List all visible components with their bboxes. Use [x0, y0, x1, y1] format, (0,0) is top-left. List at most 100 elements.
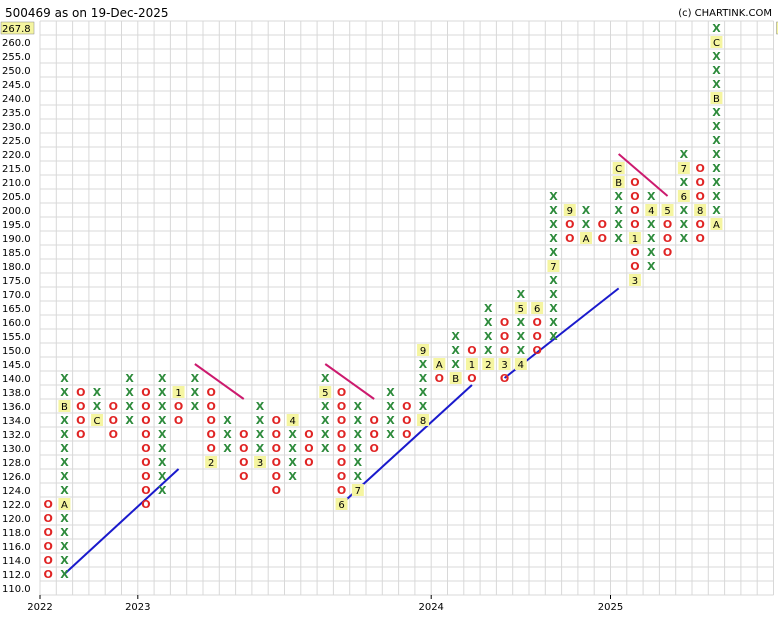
y-tick-label: 112.0 — [2, 570, 31, 581]
month-marker: 5 — [664, 206, 670, 217]
month-marker: 1 — [632, 234, 638, 245]
o-box: O — [141, 428, 150, 441]
o-box: O — [337, 442, 346, 455]
x-tick-label: 2024 — [418, 602, 443, 613]
o-box: O — [467, 344, 476, 357]
month-marker: C — [713, 38, 720, 49]
x-box: X — [93, 386, 102, 399]
x-box: X — [60, 372, 69, 385]
x-box: X — [712, 22, 721, 35]
y-tick-label: 220.0 — [2, 150, 31, 161]
y-tick-label: 195.0 — [2, 220, 31, 231]
last-price-box — [776, 21, 778, 35]
x-box: X — [582, 218, 591, 231]
y-tick-label: 170.0 — [2, 290, 31, 301]
y-tick-label: 215.0 — [2, 164, 31, 175]
month-marker-box — [433, 358, 446, 370]
y-tick-label: 116.0 — [2, 542, 31, 553]
o-box: O — [337, 428, 346, 441]
o-box: O — [141, 414, 150, 427]
y-tick-label: 260.0 — [2, 38, 31, 49]
o-box: O — [369, 442, 378, 455]
x-box: X — [256, 400, 265, 413]
month-marker-box — [319, 386, 332, 398]
x-box: X — [712, 64, 721, 77]
o-box: O — [337, 400, 346, 413]
o-box: O — [272, 414, 281, 427]
x-box: X — [93, 400, 102, 413]
month-marker: C — [94, 416, 101, 427]
o-box: O — [663, 232, 672, 245]
o-box: O — [630, 204, 639, 217]
o-box: O — [695, 232, 704, 245]
o-box: O — [500, 330, 509, 343]
o-box: O — [598, 218, 607, 231]
o-box: O — [239, 470, 248, 483]
x-box: X — [549, 274, 558, 287]
month-marker-box — [417, 414, 430, 426]
x-box: X — [125, 400, 134, 413]
o-box: O — [174, 400, 183, 413]
month-marker-box — [661, 204, 674, 216]
x-box: X — [484, 316, 493, 329]
month-marker-box — [580, 232, 593, 244]
y-tick-label: 245.0 — [2, 80, 31, 91]
month-marker: 3 — [257, 458, 263, 469]
y-tick-label: 160.0 — [2, 318, 31, 329]
o-box: O — [337, 386, 346, 399]
month-marker: 6 — [681, 192, 687, 203]
y-tick-label: 150.0 — [2, 346, 31, 357]
x-box: X — [419, 358, 428, 371]
x-box: X — [549, 302, 558, 315]
month-marker-box — [514, 358, 527, 370]
x-box: X — [614, 232, 623, 245]
month-marker: 2 — [208, 458, 214, 469]
month-marker: 1 — [469, 360, 475, 371]
x-box: X — [321, 372, 330, 385]
y-tick-label: 120.0 — [2, 514, 31, 525]
y-tick-label: 165.0 — [2, 304, 31, 315]
x-box: X — [158, 428, 167, 441]
o-box: O — [369, 428, 378, 441]
o-box: O — [141, 442, 150, 455]
x-box: X — [680, 204, 689, 217]
x-box: X — [712, 162, 721, 175]
o-box: O — [402, 400, 411, 413]
o-box: O — [141, 400, 150, 413]
o-box: O — [565, 218, 574, 231]
o-box: O — [76, 428, 85, 441]
x-box: X — [354, 442, 363, 455]
x-box: X — [354, 400, 363, 413]
x-box: X — [712, 78, 721, 91]
x-box: X — [158, 484, 167, 497]
x-box: X — [288, 456, 297, 469]
month-marker: B — [615, 178, 622, 189]
o-box: O — [532, 330, 541, 343]
x-box: X — [60, 526, 69, 539]
month-marker: A — [436, 360, 443, 371]
o-box: O — [435, 372, 444, 385]
x-box: X — [191, 386, 200, 399]
y-tick-label: 138.0 — [2, 388, 31, 399]
o-box: O — [630, 190, 639, 203]
month-marker-box — [710, 92, 723, 104]
y-tick-label: 122.0 — [2, 500, 31, 511]
y-tick-label: 250.0 — [2, 66, 31, 77]
month-marker-box — [449, 372, 462, 384]
x-box: X — [60, 456, 69, 469]
x-tick-label: 2023 — [125, 602, 150, 613]
trendline — [617, 153, 669, 197]
x-box: X — [419, 386, 428, 399]
x-box: X — [712, 190, 721, 203]
month-marker: A — [61, 500, 68, 511]
y-tick-label: 185.0 — [2, 248, 31, 259]
trendline — [194, 363, 245, 400]
month-marker-box — [710, 36, 723, 48]
month-marker-box — [465, 358, 478, 370]
x-box: X — [419, 372, 428, 385]
x-box: X — [60, 568, 69, 581]
copyright-text: (c) CHARTINK.COM — [678, 8, 772, 19]
o-box: O — [141, 470, 150, 483]
x-box: X — [191, 400, 200, 413]
month-marker-box — [91, 414, 104, 426]
